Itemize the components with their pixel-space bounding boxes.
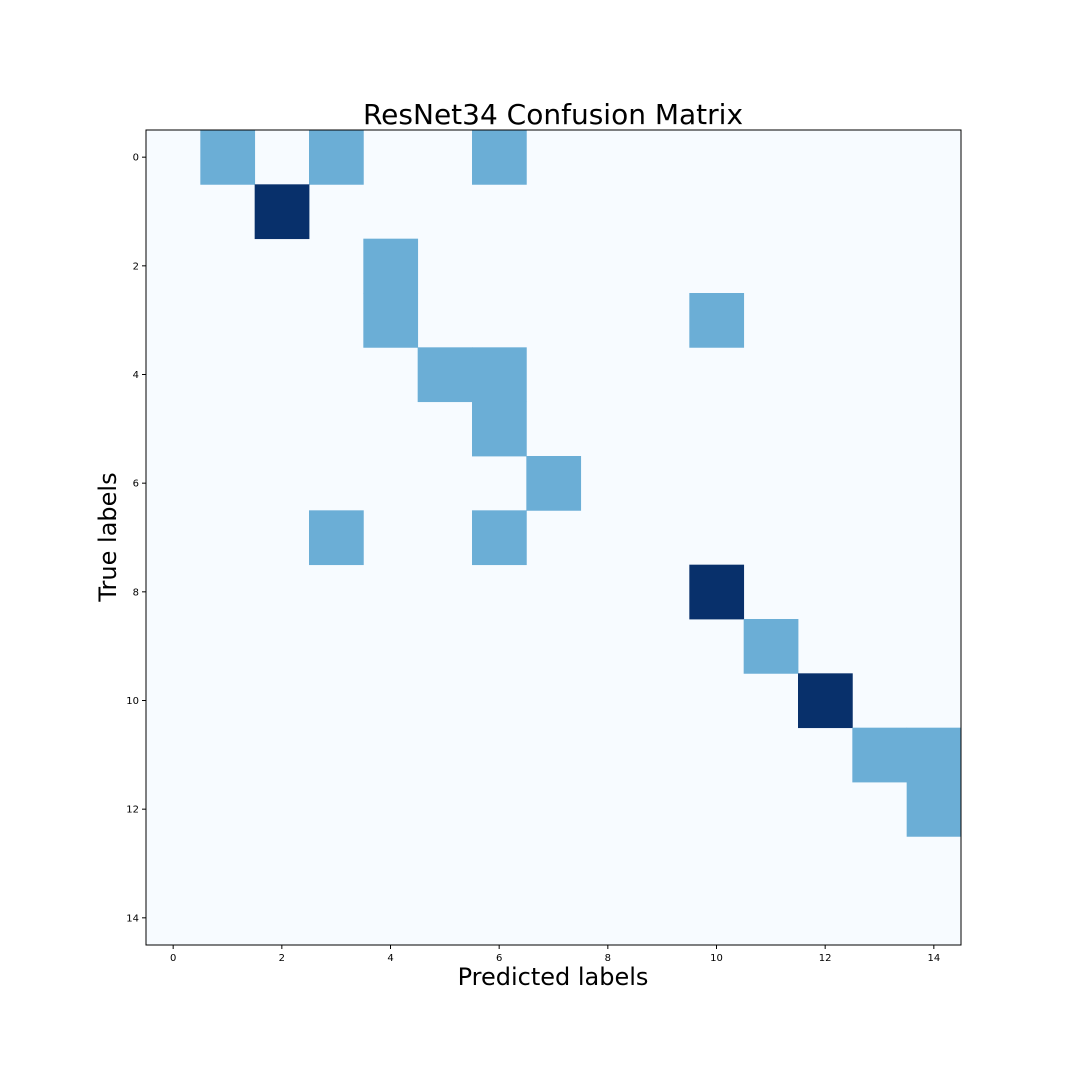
matrix-cell xyxy=(254,184,310,240)
y-tick-label: 14 xyxy=(126,913,139,924)
y-tick-label: 0 xyxy=(133,153,139,164)
matrix-cell xyxy=(363,238,419,294)
x-tick-label: 4 xyxy=(387,953,393,964)
matrix-cell xyxy=(309,510,364,566)
chart-title: ResNet34 Confusion Matrix xyxy=(363,98,743,131)
y-tick-label: 8 xyxy=(133,587,139,598)
x-tick-label: 10 xyxy=(710,953,723,964)
x-tick-label: 8 xyxy=(605,953,611,964)
heatmap-cells xyxy=(200,130,962,837)
matrix-cell xyxy=(743,619,799,674)
y-tick-label: 10 xyxy=(126,696,139,707)
matrix-cell xyxy=(472,401,527,457)
y-axis-ticks: 0 2 4 6 8 10 12 14 xyxy=(126,153,146,924)
plot-frame xyxy=(145,129,962,946)
matrix-cell xyxy=(526,456,582,511)
plot-background xyxy=(146,130,961,945)
matrix-cell xyxy=(906,727,962,783)
matrix-cell xyxy=(417,347,473,403)
matrix-cell xyxy=(906,782,962,837)
x-tick-label: 0 xyxy=(170,953,176,964)
x-tick-label: 12 xyxy=(819,953,832,964)
matrix-cell xyxy=(689,564,745,620)
x-axis-ticks: 0 2 4 6 8 10 12 14 xyxy=(170,945,940,964)
y-tick-label: 4 xyxy=(133,370,139,381)
matrix-cell xyxy=(472,510,527,566)
matrix-cell xyxy=(852,727,908,783)
x-axis-label: Predicted labels xyxy=(458,963,649,991)
matrix-cell xyxy=(472,130,527,185)
matrix-cell xyxy=(363,293,419,348)
x-tick-label: 6 xyxy=(496,953,502,964)
matrix-cell xyxy=(200,130,256,185)
x-tick-label: 2 xyxy=(279,953,285,964)
x-tick-label: 14 xyxy=(927,953,940,964)
y-tick-label: 6 xyxy=(133,479,139,490)
matrix-cell xyxy=(689,293,745,348)
y-tick-label: 12 xyxy=(126,805,139,816)
y-axis-label: True labels xyxy=(94,472,122,602)
matrix-cell xyxy=(309,130,364,185)
matrix-cell xyxy=(472,347,527,403)
y-tick-label: 2 xyxy=(133,261,139,272)
matrix-cell xyxy=(798,673,853,729)
